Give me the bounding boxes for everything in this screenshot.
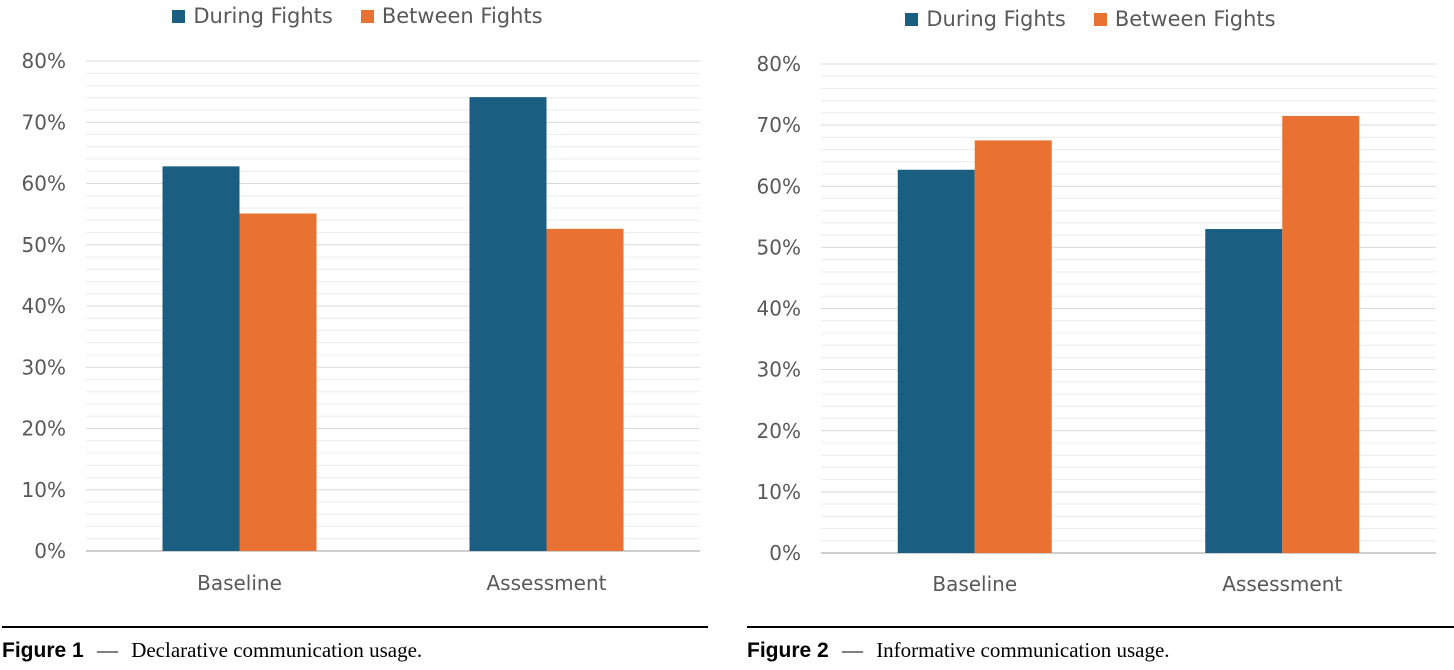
legend-swatch-during	[905, 12, 919, 26]
bar-between-assessment	[1282, 115, 1360, 554]
figure-label: Figure 2	[747, 639, 829, 662]
figure-2: During Fights Between Fights 0% 10% 20% 30%…	[727, 0, 1454, 670]
y-tick-label: 50%	[757, 235, 801, 259]
y-tick-label: 60%	[757, 174, 801, 198]
x-category-label: Assessment	[487, 571, 607, 595]
y-tick-label: 20%	[22, 417, 66, 441]
y-tick-label: 10%	[757, 480, 801, 504]
y-tick-label: 50%	[22, 233, 66, 257]
y-tick-label: 70%	[22, 110, 66, 134]
bar-during-assessment	[1205, 229, 1283, 553]
y-tick-label: 80%	[757, 52, 801, 76]
chart-legend: During Fights Between Fights	[0, 4, 721, 28]
bar-between-baseline	[974, 140, 1052, 553]
y-tick-label: 40%	[757, 297, 801, 321]
legend-item-during: During Fights	[172, 4, 333, 28]
bar-during-baseline	[162, 166, 240, 551]
y-tick-label: 60%	[22, 172, 66, 196]
legend-label-between: Between Fights	[1114, 7, 1276, 31]
legend-item-between: Between Fights	[360, 4, 543, 28]
figure-label: Figure 1	[2, 639, 84, 662]
figure-caption: Figure 1 — Declarative communication usa…	[2, 638, 422, 663]
x-category-label: Baseline	[932, 572, 1017, 596]
y-tick-label: 70%	[757, 113, 801, 137]
figure-1: During Fights Between Fights 0% 10% 20% 30%…	[0, 4, 721, 663]
y-tick-label: 30%	[22, 355, 66, 379]
caption-dash: —	[841, 638, 863, 662]
legend-label-between: Between Fights	[381, 4, 543, 28]
x-category-label: Baseline	[197, 571, 282, 595]
bar-chart-1: 0% 10% 20% 30% 40% 50% 60% 70% 80% Baseline Assess…	[22, 49, 700, 595]
y-tick-label: 0%	[769, 541, 801, 565]
caption-rule	[2, 626, 708, 628]
legend-item-during: During Fights	[905, 7, 1066, 31]
legend-swatch-between	[1093, 12, 1107, 26]
legend-label-during: During Fights	[193, 4, 333, 28]
y-tick-label: 80%	[22, 49, 66, 73]
y-tick-label: 40%	[22, 294, 66, 318]
bar-during-assessment	[469, 97, 547, 551]
caption-text: Declarative communication usage.	[131, 638, 423, 662]
y-tick-label: 0%	[34, 539, 66, 563]
figure-caption: Figure 2 — Informative communication usa…	[747, 638, 1170, 663]
y-tick-label: 20%	[757, 419, 801, 443]
bar-chart-2: 0% 10% 20% 30% 40% 50% 60% 70% 80% Baseline Assess…	[757, 52, 1436, 596]
bar-between-assessment	[546, 228, 624, 551]
chart-legend: During Fights Between Fights	[727, 7, 1454, 31]
legend-item-between: Between Fights	[1093, 7, 1276, 31]
x-category-label: Assessment	[1222, 572, 1342, 596]
bar-between-baseline	[239, 213, 317, 551]
y-tick-label: 30%	[757, 358, 801, 382]
y-tick-label: 10%	[22, 478, 66, 502]
legend-swatch-between	[360, 9, 374, 23]
caption-text: Informative communication usage.	[876, 638, 1170, 662]
caption-dash: —	[96, 638, 118, 662]
caption-rule	[747, 626, 1454, 628]
legend-label-during: During Fights	[926, 7, 1066, 31]
legend-swatch-during	[172, 9, 186, 23]
bar-during-baseline	[897, 169, 975, 553]
